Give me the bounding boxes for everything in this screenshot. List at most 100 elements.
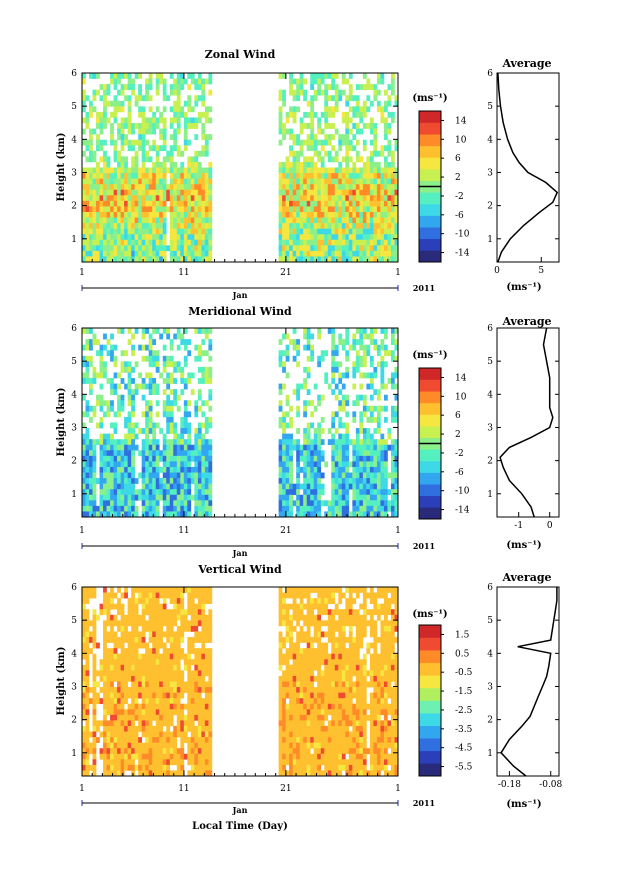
heatmap-cell bbox=[135, 511, 139, 517]
heatmap-cell bbox=[335, 156, 339, 162]
heatmap-cell bbox=[208, 626, 212, 632]
heatmap-cell bbox=[138, 240, 142, 246]
heatmap-cell bbox=[201, 748, 205, 754]
heatmap-cell bbox=[201, 473, 205, 479]
heatmap-cell bbox=[345, 212, 349, 218]
heatmap-cell bbox=[156, 400, 160, 406]
heatmap-cell bbox=[163, 456, 167, 462]
heatmap-cell bbox=[107, 659, 111, 665]
heatmap-cell bbox=[142, 334, 146, 340]
heatmap-cell bbox=[170, 631, 174, 637]
heatmap-cell bbox=[177, 190, 181, 196]
heatmap-cell bbox=[128, 234, 132, 240]
heatmap-cell bbox=[135, 643, 139, 649]
heatmap-cell bbox=[289, 439, 293, 445]
heatmap-cell bbox=[370, 478, 374, 484]
heatmap-cell bbox=[107, 168, 111, 174]
heatmap-cell bbox=[373, 489, 377, 495]
heatmap-cell bbox=[180, 151, 184, 157]
heatmap-cell bbox=[152, 506, 156, 512]
heatmap-cell bbox=[201, 500, 205, 506]
heatmap-cell bbox=[93, 500, 97, 506]
heatmap-cell bbox=[110, 754, 114, 760]
heatmap-cell bbox=[82, 754, 86, 760]
heatmap-cell bbox=[117, 195, 121, 201]
heatmap-cell bbox=[128, 251, 132, 257]
heatmap-cell bbox=[321, 245, 325, 251]
heatmap-cell bbox=[363, 240, 367, 246]
heatmap-cell bbox=[170, 156, 174, 162]
heatmap-cell bbox=[170, 151, 174, 157]
heatmap-cell bbox=[384, 484, 388, 490]
heatmap-cell bbox=[303, 648, 307, 654]
heatmap-cell bbox=[170, 423, 174, 429]
heatmap-cell bbox=[128, 328, 132, 334]
heatmap-cell bbox=[303, 484, 307, 490]
heatmap-cell bbox=[296, 406, 300, 412]
heatmap-cell bbox=[163, 206, 167, 212]
heatmap-cell bbox=[131, 223, 135, 229]
heatmap-cell bbox=[303, 748, 307, 754]
heatmap-cell bbox=[114, 615, 118, 621]
heatmap-cell bbox=[163, 123, 167, 129]
heatmap-cell bbox=[166, 372, 170, 378]
heatmap-cell bbox=[184, 500, 188, 506]
heatmap-cell bbox=[279, 604, 283, 610]
heatmap-cell bbox=[100, 350, 104, 356]
heatmap-cell bbox=[180, 759, 184, 765]
heatmap-cell bbox=[356, 361, 360, 367]
heatmap-cell bbox=[345, 179, 349, 185]
heatmap-cell bbox=[187, 190, 191, 196]
heatmap-cell bbox=[338, 206, 342, 212]
heatmap-cell bbox=[380, 245, 384, 251]
heatmap-cell bbox=[145, 90, 149, 96]
heatmap-cell bbox=[142, 411, 146, 417]
heatmap-cell bbox=[166, 659, 170, 665]
heatmap-cell bbox=[145, 484, 149, 490]
heatmap-cell bbox=[345, 372, 349, 378]
heatmap-cell bbox=[107, 732, 111, 738]
heatmap-cell bbox=[121, 615, 125, 621]
heatmap-cell bbox=[124, 626, 128, 632]
heatmap-cell bbox=[114, 743, 118, 749]
heatmap-cell bbox=[345, 184, 349, 190]
heatmap-cell bbox=[205, 693, 209, 699]
heatmap-cell bbox=[100, 506, 104, 512]
heatmap-cell bbox=[310, 456, 314, 462]
heatmap-cell bbox=[331, 206, 335, 212]
heatmap-cell bbox=[138, 489, 142, 495]
heatmap-cell bbox=[387, 223, 391, 229]
heatmap-cell bbox=[314, 251, 318, 257]
heatmap-cell bbox=[152, 467, 156, 473]
heatmap-cell bbox=[289, 687, 293, 693]
heatmap-cell bbox=[149, 173, 153, 179]
heatmap-cell bbox=[128, 179, 132, 185]
heatmap-cell bbox=[317, 478, 321, 484]
heatmap-cell bbox=[114, 439, 118, 445]
heatmap-cell bbox=[201, 223, 205, 229]
heatmap-cell bbox=[191, 676, 195, 682]
heatmap-cell bbox=[310, 345, 314, 351]
heatmap-cell bbox=[289, 682, 293, 688]
heatmap-cell bbox=[96, 245, 100, 251]
heatmap-cell bbox=[82, 609, 86, 615]
heatmap-cell bbox=[373, 218, 377, 224]
heatmap-cell bbox=[180, 620, 184, 626]
heatmap-cell bbox=[180, 240, 184, 246]
heatmap-cell bbox=[198, 720, 202, 726]
heatmap-cell bbox=[149, 384, 153, 390]
heatmap-cell bbox=[145, 478, 149, 484]
heatmap-cell bbox=[184, 212, 188, 218]
heatmap-cell bbox=[128, 687, 132, 693]
heatmap-cell bbox=[121, 665, 125, 671]
heatmap-cell bbox=[149, 195, 153, 201]
heatmap-cell bbox=[121, 682, 125, 688]
heatmap-cell bbox=[317, 461, 321, 467]
heatmap-cell bbox=[286, 495, 290, 501]
heatmap-cell bbox=[135, 123, 139, 129]
heatmap-cell bbox=[170, 195, 174, 201]
heatmap-cell bbox=[321, 162, 325, 168]
heatmap-cell bbox=[373, 256, 377, 262]
heatmap-cell bbox=[86, 195, 90, 201]
heatmap-cell bbox=[282, 759, 286, 765]
